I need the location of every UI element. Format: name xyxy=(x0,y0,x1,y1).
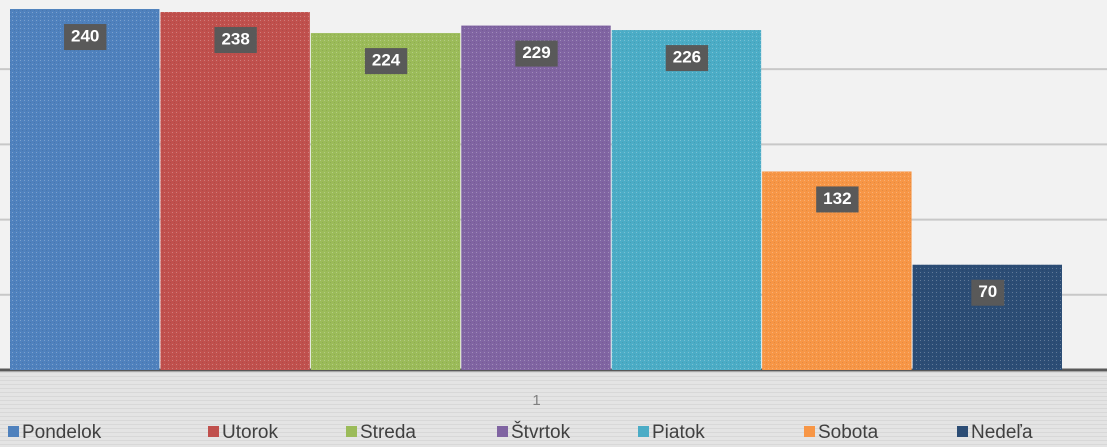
legend-label: Pondelok xyxy=(22,422,102,443)
axis-band xyxy=(0,372,1107,447)
legend-label: Utorok xyxy=(222,422,278,443)
legend-label: Štvrtok xyxy=(511,421,571,443)
legend-label: Nedeľa xyxy=(971,422,1033,443)
data-label: 229 xyxy=(522,43,550,62)
legend-swatch xyxy=(8,426,19,437)
data-label: 132 xyxy=(823,189,851,208)
legend-swatch xyxy=(957,426,968,437)
data-label: 238 xyxy=(221,30,249,49)
data-label-box xyxy=(971,279,1005,306)
data-label: 70 xyxy=(978,282,997,301)
data-label: 224 xyxy=(372,51,401,70)
bar-texture xyxy=(10,9,160,371)
x-tick-label: 1 xyxy=(532,392,540,409)
legend-swatch xyxy=(208,426,219,437)
legend-label: Sobota xyxy=(818,422,879,443)
bar-texture xyxy=(461,25,611,371)
bar-texture xyxy=(160,12,310,370)
data-label-box xyxy=(214,27,257,54)
legend-swatch xyxy=(497,426,508,437)
data-label-box xyxy=(816,186,859,213)
legend-swatch xyxy=(638,426,649,437)
data-label-box xyxy=(364,48,408,75)
data-label: 226 xyxy=(673,48,701,67)
legend-swatch xyxy=(804,426,815,437)
legend-swatch xyxy=(346,426,357,437)
data-label-box xyxy=(515,40,558,67)
bar-texture xyxy=(611,30,762,371)
bar-texture xyxy=(310,33,461,371)
data-label: 240 xyxy=(71,27,99,46)
legend-label: Streda xyxy=(360,422,416,443)
data-label-box xyxy=(665,45,709,72)
data-label-box xyxy=(64,24,107,51)
legend-label: Piatok xyxy=(652,422,705,443)
